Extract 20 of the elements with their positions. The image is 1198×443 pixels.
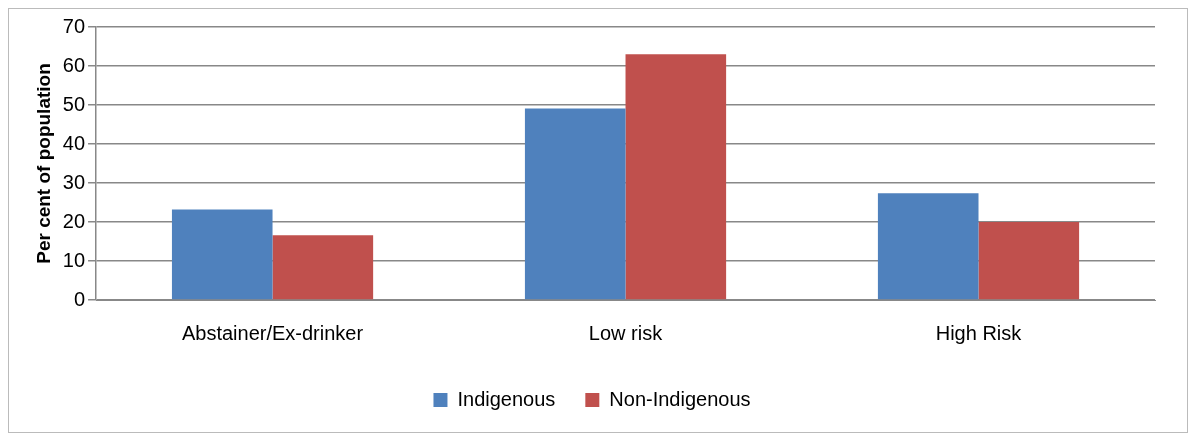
y-tick-label: 40 [62,131,86,154]
x-tick-label: Abstainer/Ex-drinker [181,321,364,344]
y-tick-label: 30 [62,170,86,193]
y-tick-label: 50 [62,92,86,115]
y-tick-label: 0 [73,287,86,310]
y-tick-label: 70 [62,14,86,37]
legend-label: Non-Indigenous [609,387,751,410]
bar [978,222,1080,300]
bar [877,193,979,300]
bar [171,209,273,300]
y-tick-label: 10 [62,248,86,271]
y-axis-title: Per cent of population [32,63,54,264]
x-tick-label: Low risk [588,321,664,344]
bar [625,54,727,300]
y-tick-label: 20 [62,209,86,232]
legend-label: Indigenous [457,387,556,410]
x-tick-label: High Risk [935,321,1023,344]
bar [272,235,374,300]
bar [524,108,626,300]
y-tick-label: 60 [62,53,86,76]
